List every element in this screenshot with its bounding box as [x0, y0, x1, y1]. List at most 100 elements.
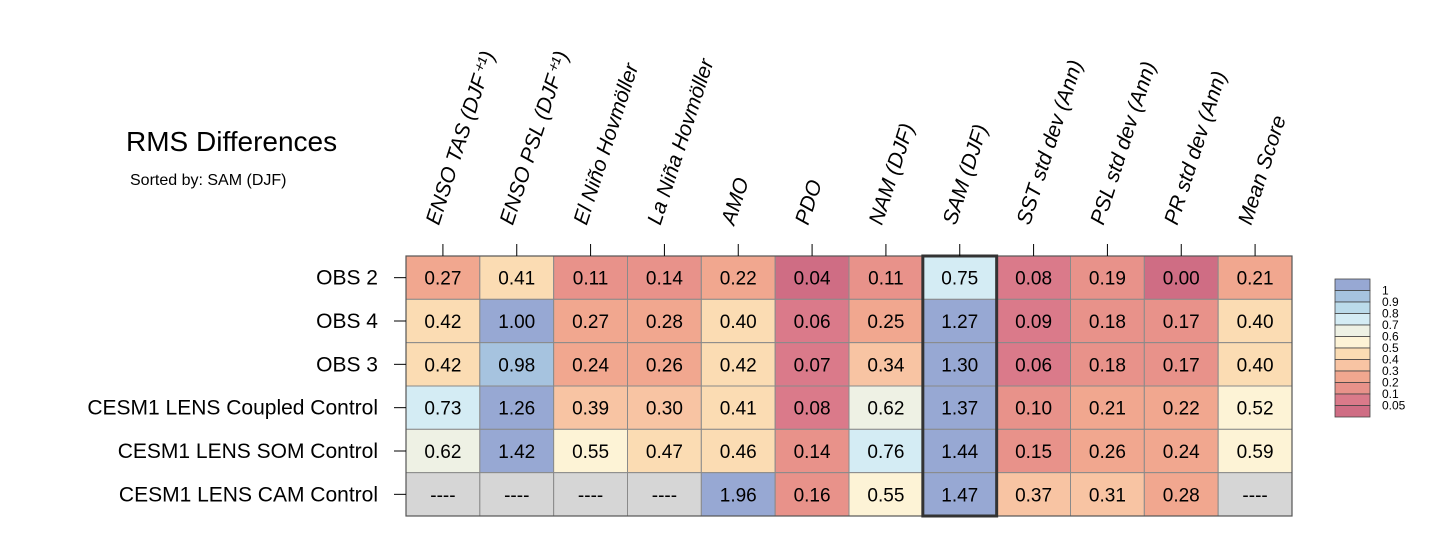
column-label: PSL std dev (Ann) — [1086, 59, 1160, 228]
cell-value: 0.21 — [1237, 269, 1274, 290]
cell-value: 0.14 — [794, 442, 831, 463]
heatmap-cell — [700, 298, 776, 344]
heatmap-cell — [774, 298, 850, 344]
cell-value: 1.44 — [941, 442, 978, 463]
cell-value: 1.37 — [941, 399, 978, 420]
column-label: SST std dev (Ann) — [1012, 57, 1087, 227]
cell-value: 0.18 — [1089, 312, 1126, 333]
heatmap-cell — [996, 255, 1072, 300]
chart-title: RMS Differences — [126, 126, 338, 157]
colorbar-label: 0.7 — [1382, 318, 1399, 332]
cell-value: 0.98 — [498, 355, 535, 376]
cell-value: 0.40 — [1237, 312, 1274, 333]
cell-value: 0.24 — [572, 355, 609, 376]
cell-value: 1.47 — [941, 485, 978, 506]
cell-value: 0.18 — [1089, 355, 1126, 376]
cell-value: 0.76 — [867, 442, 904, 463]
cell-value: 0.25 — [867, 312, 904, 333]
heatmap-cell — [848, 298, 924, 344]
colorbar-segment — [1334, 370, 1371, 383]
heatmap-cell — [996, 342, 1072, 387]
cell-value: 0.07 — [794, 355, 831, 376]
row-label: OBS 2 — [316, 267, 378, 290]
colorbar-label: 1 — [1382, 284, 1389, 298]
colorbar-label: 0.5 — [1382, 341, 1399, 355]
cell-value: 1.00 — [498, 312, 535, 333]
cell-value: 0.37 — [1015, 485, 1052, 506]
heatmap-cell — [479, 342, 555, 387]
cell-value: 0.59 — [1237, 442, 1274, 463]
cell-value: 0.24 — [1163, 442, 1200, 463]
heatmap-cell — [1070, 385, 1145, 430]
column-label: ENSO TAS (DJF⁺¹) — [422, 48, 500, 227]
cell-value: 0.42 — [424, 355, 461, 376]
cell-value: 0.28 — [646, 312, 683, 333]
cell-value: 0.40 — [720, 312, 757, 333]
cell-value: 0.27 — [572, 312, 609, 333]
cell-value: ---- — [652, 485, 677, 506]
colorbar-label: 0.3 — [1382, 364, 1399, 378]
cell-value: 0.41 — [498, 269, 535, 290]
column-label: SAM (DJF) — [939, 122, 993, 228]
cell-value: 0.62 — [867, 399, 904, 420]
cell-value: 0.11 — [573, 269, 609, 290]
colorbar-segment — [1334, 405, 1371, 418]
heatmap-cell — [996, 472, 1072, 517]
cell-value: 0.04 — [794, 269, 831, 290]
heatmap-cell — [1217, 472, 1293, 517]
row-label: CESM1 LENS SOM Control — [118, 440, 378, 463]
cell-value: ---- — [504, 485, 529, 506]
cell-value: 0.21 — [1089, 399, 1126, 420]
cell-value: 0.27 — [424, 269, 461, 290]
cell-value: 0.22 — [720, 269, 757, 290]
colorbar-segment — [1334, 359, 1371, 372]
cell-value: 0.11 — [868, 269, 904, 290]
colorbar-segment — [1334, 324, 1371, 337]
cell-value: 0.46 — [720, 442, 757, 463]
cell-value: 0.26 — [1089, 442, 1126, 463]
colorbar-label: 0.8 — [1382, 307, 1399, 321]
heatmap-cell — [1143, 428, 1219, 474]
cell-value: 0.41 — [720, 399, 757, 420]
cell-value: 0.52 — [1237, 399, 1274, 420]
colorbar-label: 0.6 — [1382, 330, 1399, 344]
heatmap-frame — [405, 255, 1293, 517]
heatmap-cell — [627, 342, 702, 387]
cell-value: ---- — [578, 485, 603, 506]
heatmap-cell — [553, 342, 629, 387]
heatmap-cell — [553, 385, 629, 430]
heatmap-cell — [922, 298, 998, 344]
heatmap-cell — [1143, 342, 1219, 387]
heatmap-cell — [848, 472, 924, 517]
cell-value: 1.27 — [941, 312, 978, 333]
cell-value: 0.62 — [424, 442, 461, 463]
cell-value: ---- — [430, 485, 455, 506]
heatmap-cell — [1143, 385, 1219, 430]
colorbar-segment — [1334, 393, 1371, 406]
colorbar-segment — [1334, 278, 1371, 291]
cell-value: 0.22 — [1163, 399, 1200, 420]
cell-value: 0.55 — [572, 442, 609, 463]
cell-value: 0.06 — [1015, 355, 1052, 376]
cell-value: 0.73 — [424, 399, 461, 420]
heatmap-cell — [1143, 298, 1219, 344]
heatmap-cell — [627, 298, 702, 344]
cell-value: 0.31 — [1089, 485, 1126, 506]
colorbar-segment — [1334, 313, 1371, 326]
row-label: OBS 3 — [316, 353, 378, 376]
colorbar-segment — [1334, 290, 1371, 303]
colorbar-label: 0.05 — [1382, 399, 1406, 413]
column-label: AMO — [717, 175, 754, 230]
row-label: CESM1 LENS CAM Control — [119, 483, 378, 506]
heatmap-cell — [922, 428, 998, 474]
cell-value: 0.75 — [941, 269, 978, 290]
cell-value: 0.10 — [1015, 399, 1052, 420]
cell-value: 0.26 — [646, 355, 683, 376]
column-label: PDO — [791, 177, 827, 227]
cell-value: 0.06 — [794, 312, 831, 333]
heatmap-cell — [848, 255, 924, 300]
cell-value: 0.28 — [1163, 485, 1200, 506]
cell-value: 0.55 — [867, 485, 904, 506]
cell-value: 1.42 — [498, 442, 535, 463]
cell-value: 0.42 — [424, 312, 461, 333]
